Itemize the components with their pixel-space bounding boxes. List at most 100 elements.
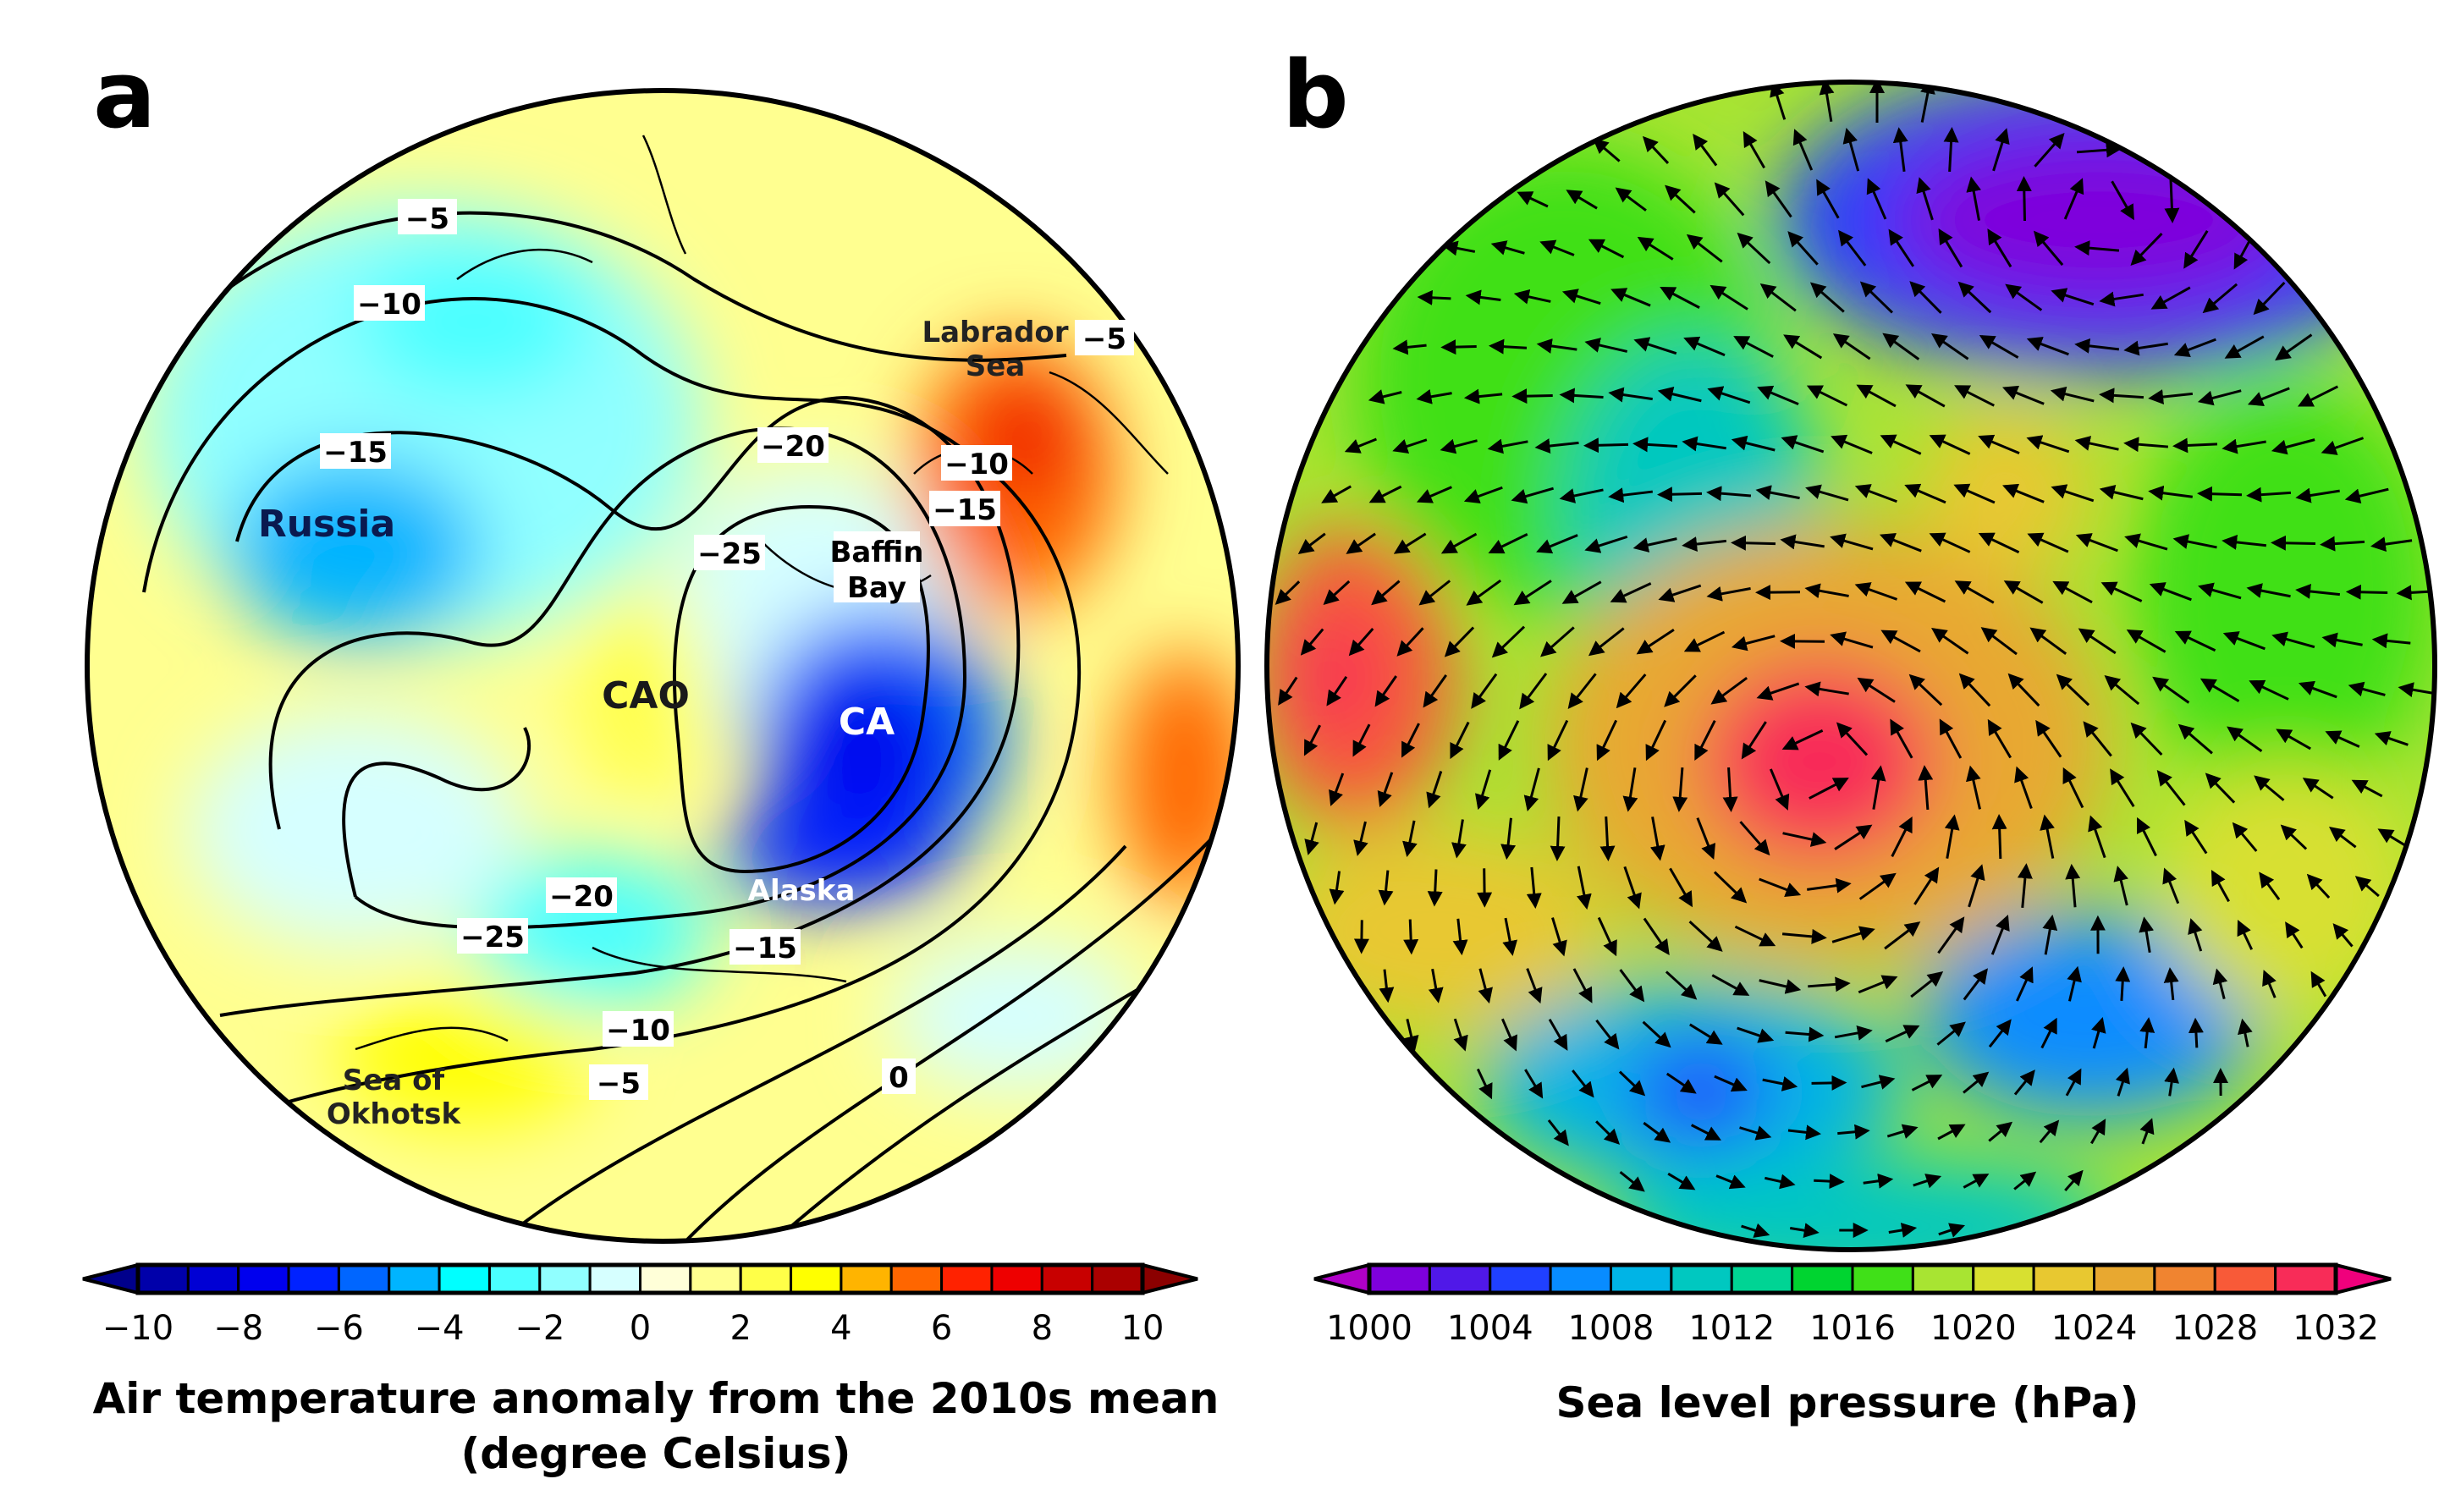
wind-vector-arrow xyxy=(1888,1223,1918,1238)
wind-vector-arrow xyxy=(1978,532,2020,554)
wind-vector-arrow xyxy=(2222,438,2266,454)
wind-vector-arrow xyxy=(2298,680,2337,699)
wind-vector-arrow xyxy=(1524,1069,1544,1099)
wind-vector-arrow xyxy=(1804,681,1849,697)
wind-vector-arrow xyxy=(2211,869,2230,903)
wind-vector-arrow xyxy=(2124,533,2168,551)
wind-vector-arrow xyxy=(2271,631,2315,649)
wind-vector-arrow xyxy=(1809,778,1849,800)
wind-vector-arrow xyxy=(1789,1223,1820,1239)
colorbar-b-tick-label: 1028 xyxy=(2172,1309,2258,1348)
wind-vector-arrow xyxy=(1498,720,1520,761)
wind-vector-arrow xyxy=(1440,438,1478,454)
colorbar-a-swatch xyxy=(990,1263,1043,1295)
wind-vector-arrow xyxy=(2130,722,2163,756)
wind-vector-arrow xyxy=(1444,626,1475,657)
panel-a-labels: −5 −10 −15 −20 −25 −5 −10 −15 −20 −15 −2… xyxy=(258,199,1134,1131)
temperature-contours xyxy=(117,211,1238,1241)
wind-vector-arrow xyxy=(2051,484,2095,503)
wind-vector-arrow xyxy=(1683,336,1726,357)
wind-vector-arrow xyxy=(1665,970,1698,1000)
wind-vector-arrow xyxy=(1756,682,1800,701)
wind-vector-arrow xyxy=(1936,1021,1966,1046)
wind-vector-arrow xyxy=(1792,129,1814,171)
wind-vector-arrow xyxy=(2184,819,2208,855)
wind-vector-arrow xyxy=(1990,914,2010,955)
wind-vector-arrow xyxy=(1561,289,1601,305)
wind-vector-arrow xyxy=(2017,863,2033,909)
wind-vector-arrow xyxy=(2222,631,2266,651)
wind-vector-arrow xyxy=(1476,1068,1493,1100)
wind-vector-arrow xyxy=(1939,718,1963,759)
wind-vector-arrow xyxy=(2013,1171,2037,1190)
wind-vector-arrow xyxy=(1930,333,1969,360)
colorbar-a-tick-label: 2 xyxy=(729,1309,751,1348)
wind-vector-arrow xyxy=(2262,970,2277,998)
wind-vector-arrow xyxy=(2076,142,2122,158)
wind-vector-arrow xyxy=(2139,916,2155,954)
wind-vector-arrow xyxy=(1657,487,1703,503)
wind-vector-arrow xyxy=(2065,863,2081,908)
wind-vector-arrow xyxy=(2173,338,2216,357)
colorbar-b-swatch xyxy=(1670,1263,1733,1295)
wind-vector-arrow xyxy=(1597,916,1617,957)
wind-vectors xyxy=(1275,82,2435,1239)
wind-vector-arrow xyxy=(1988,1019,2012,1048)
wind-vector-arrow xyxy=(1329,871,1345,905)
wind-vector-arrow xyxy=(1886,1124,1919,1139)
wind-vector-arrow xyxy=(1643,1121,1671,1143)
wind-vector-arrow xyxy=(1500,1018,1517,1052)
wind-vector-arrow xyxy=(2075,533,2118,553)
colorbar-a-tick-label: 10 xyxy=(1121,1309,1164,1348)
wind-vector-arrow xyxy=(1572,1069,1594,1098)
wind-vector-arrow xyxy=(2026,337,2069,356)
wind-vector-arrow xyxy=(1992,128,2010,172)
colorbar-a-over-triangle xyxy=(1141,1262,1198,1295)
wind-vector-arrow xyxy=(1487,438,1528,454)
colorbar-a-swatch xyxy=(237,1263,290,1295)
wind-vector-arrow xyxy=(1321,485,1352,503)
colorbar-a-swatch xyxy=(639,1263,692,1295)
colorbar-a-swatch xyxy=(388,1263,441,1295)
colorbar-b-swatch xyxy=(2093,1263,2156,1295)
wind-vector-arrow xyxy=(1393,532,1427,554)
wind-vector-arrow xyxy=(1672,767,1688,812)
wind-vector-arrow xyxy=(1987,718,2012,759)
panel-b-letter: b xyxy=(1282,41,1349,149)
contour-label: −10 xyxy=(606,1014,670,1047)
wind-vector-arrow xyxy=(1465,289,1501,305)
wind-vector-arrow xyxy=(1916,177,1934,221)
wind-vector-arrow xyxy=(1536,534,1578,554)
wind-vector-arrow xyxy=(2016,176,2032,222)
wind-vector-arrow xyxy=(1610,582,1652,603)
wind-vector-arrow xyxy=(1548,1018,1568,1051)
wind-vector-arrow xyxy=(2149,582,2192,602)
wind-vector-arrow xyxy=(1417,289,1451,305)
wind-vector-arrow xyxy=(1618,1070,1646,1097)
sea-level-pressure-map xyxy=(1267,82,2435,1250)
wind-vector-arrow xyxy=(1642,1020,1671,1048)
contour-label: −10 xyxy=(357,288,421,322)
wind-vector-arrow xyxy=(1403,919,1419,955)
wind-vector-arrow xyxy=(1861,1075,1896,1090)
wind-vector-arrow xyxy=(2285,921,2304,949)
wind-vector-arrow xyxy=(1450,721,1470,760)
wind-vector-arrow xyxy=(2003,580,2044,604)
wind-vector-arrow xyxy=(2100,581,2143,602)
colorbar-a-swatch xyxy=(287,1263,340,1295)
colorbar-a-tick-label: −10 xyxy=(102,1309,173,1348)
wind-vector-arrow xyxy=(2139,1017,2155,1049)
region-label-baffin: Baffin xyxy=(830,536,924,569)
wind-vector-arrow xyxy=(1858,872,1897,900)
wind-vector-arrow xyxy=(1517,191,1549,208)
wind-vector-arrow xyxy=(1534,438,1579,454)
pressure-shading xyxy=(1267,82,2435,1250)
wind-vector-arrow xyxy=(1608,387,1653,403)
wind-vector-arrow xyxy=(1278,676,1298,706)
wind-vector-arrow xyxy=(2063,178,2084,220)
wind-vector-arrow xyxy=(1588,627,1625,657)
wind-vector-arrow xyxy=(1329,772,1345,806)
wind-vector-arrow xyxy=(1452,918,1468,956)
wind-vector-arrow xyxy=(1610,288,1651,307)
wind-vector-arrow xyxy=(2370,536,2413,553)
